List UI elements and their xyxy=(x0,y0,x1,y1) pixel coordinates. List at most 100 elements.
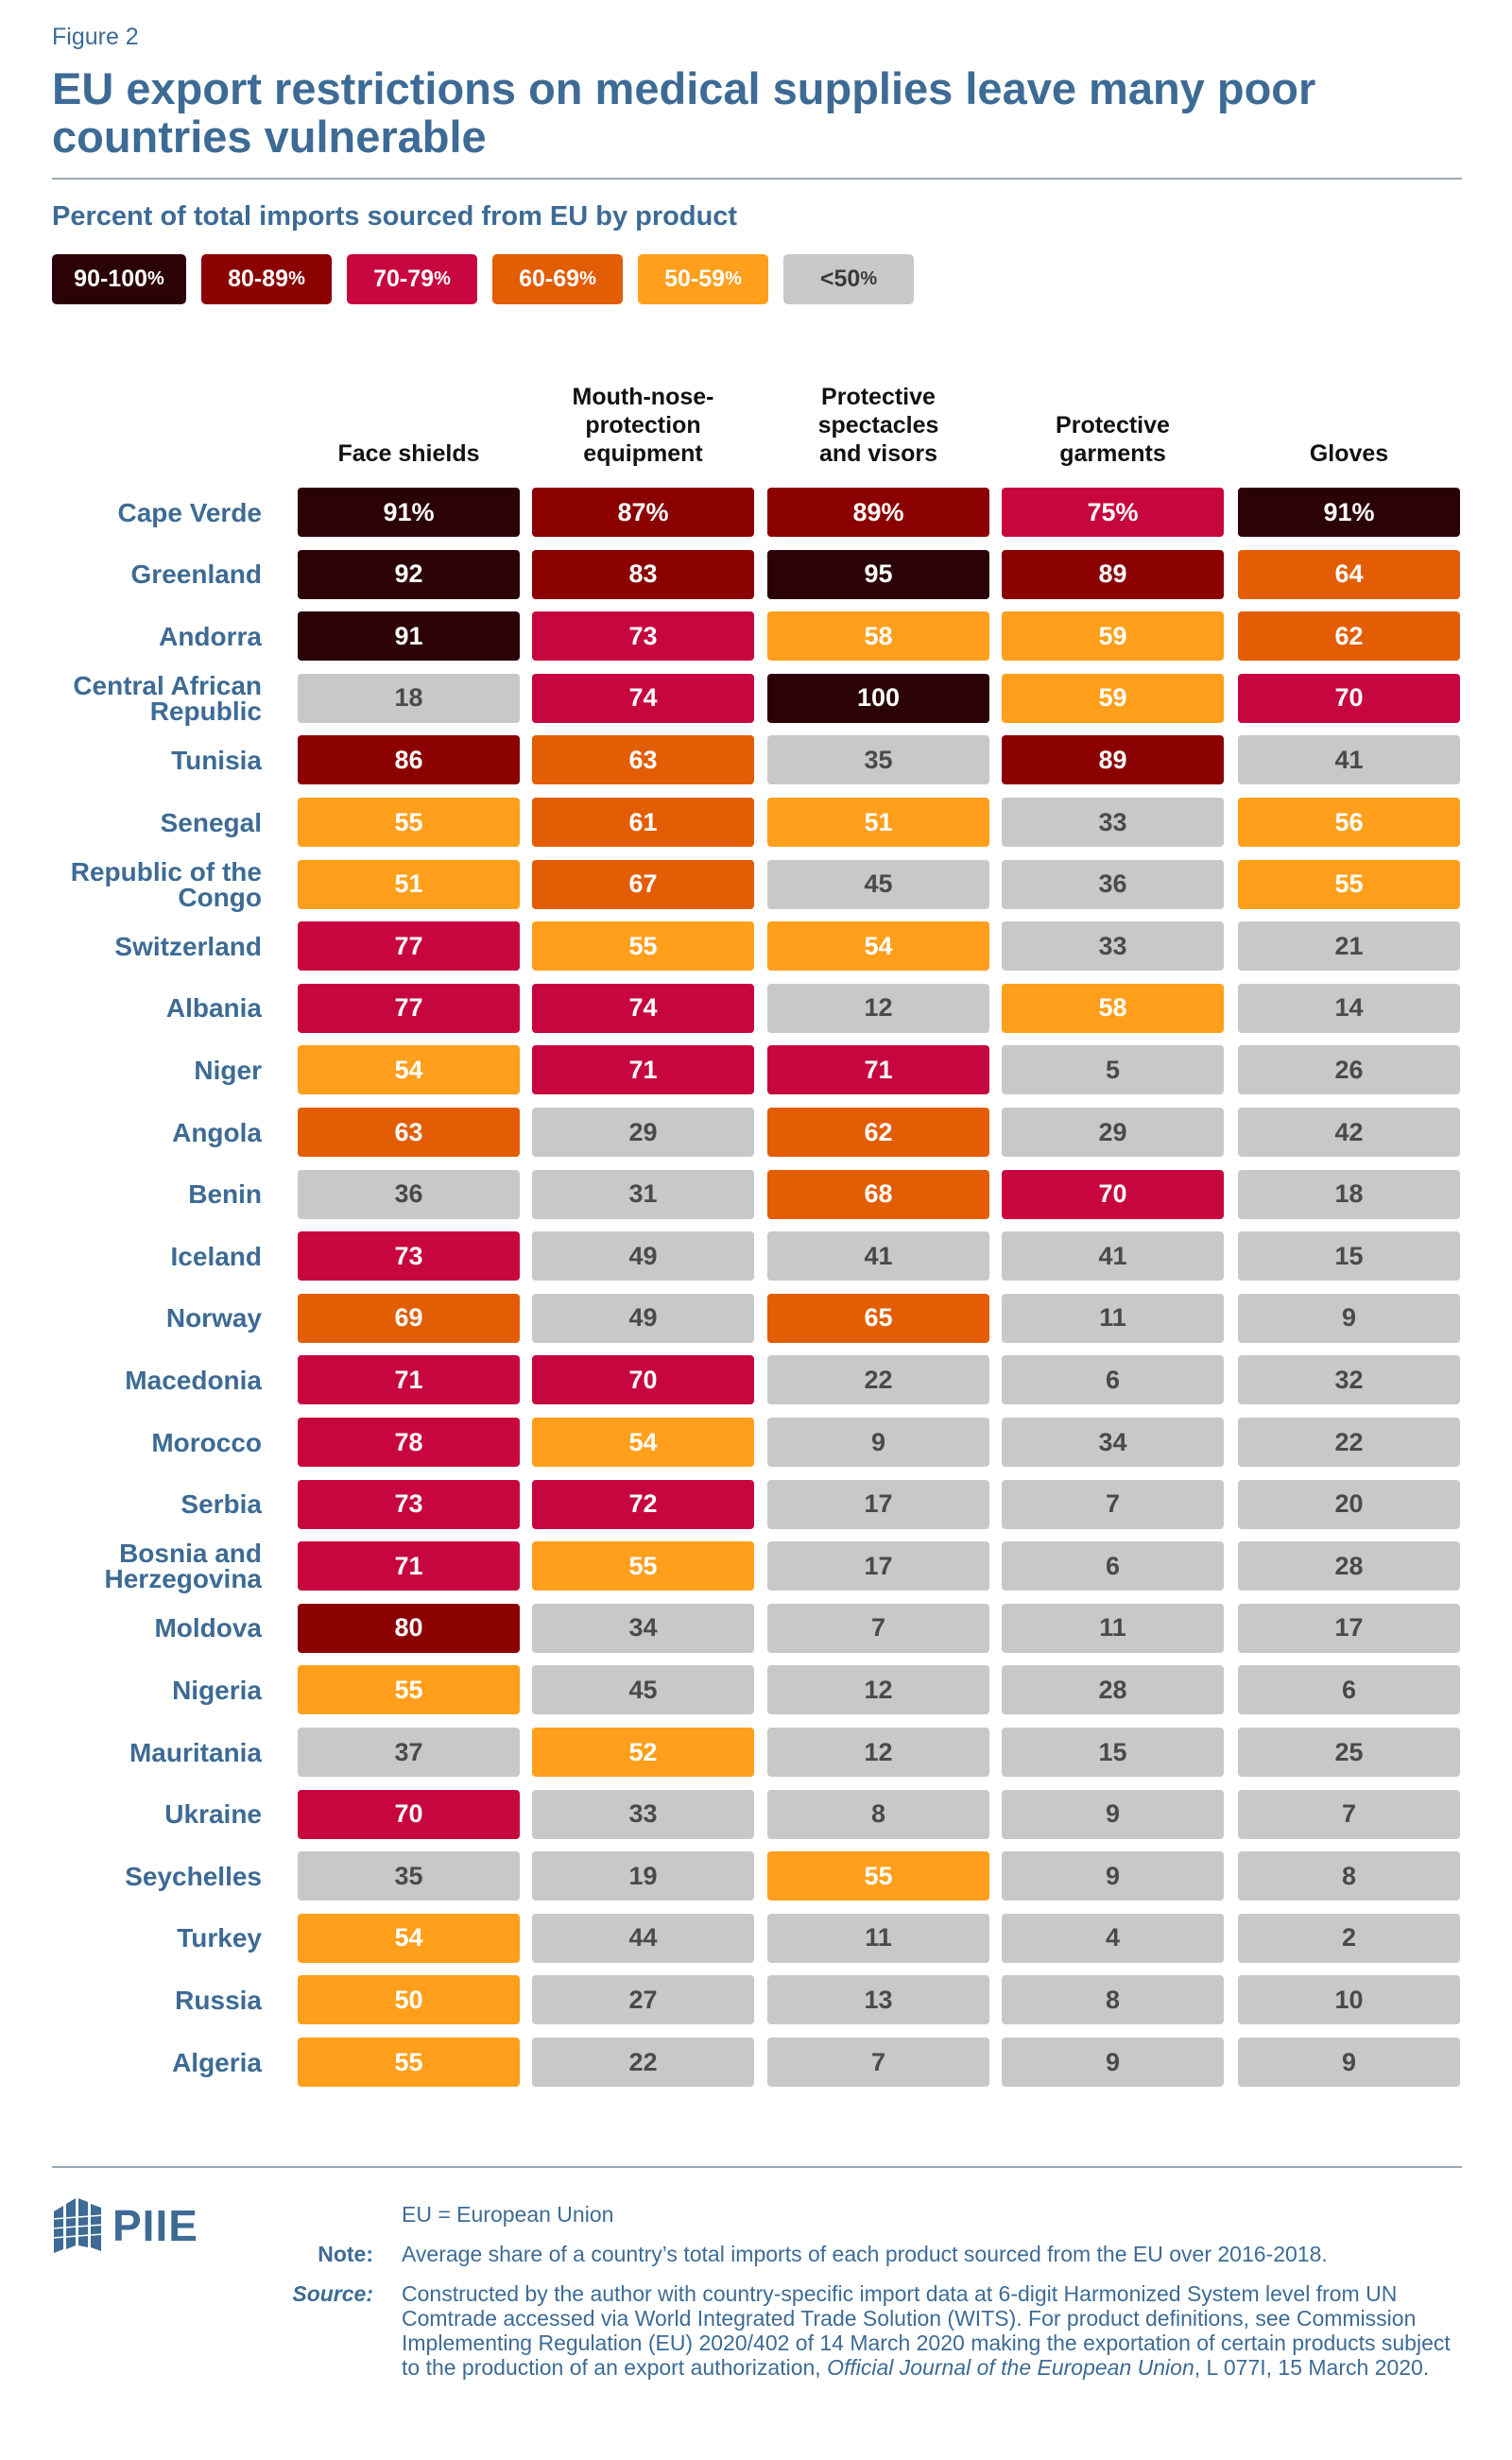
row-label: Norway xyxy=(165,1303,262,1333)
heatmap-cell: 35 xyxy=(767,735,989,785)
heatmap-cell: 73 xyxy=(532,611,754,662)
heatmap-cell: 49 xyxy=(532,1293,754,1343)
heatmap-cell: 15 xyxy=(1238,1231,1460,1282)
heatmap-cell: 7 xyxy=(1238,1789,1460,1839)
row-label: Algeria xyxy=(172,2047,262,2077)
heatmap-cell: 58 xyxy=(767,611,989,662)
legend-item: 60-69% xyxy=(492,254,623,304)
row-label: Tunisia xyxy=(171,745,262,775)
heatmap-cell: 77 xyxy=(298,921,520,972)
row-label: Niger xyxy=(194,1055,262,1085)
column-header-label: Mouth-nose-protection equipment xyxy=(572,384,714,467)
heatmap-cell: 58 xyxy=(1002,983,1224,1033)
row-label: Senegal xyxy=(160,807,262,837)
heatmap-cell: 52 xyxy=(532,1728,754,1777)
chart-title: EU export restrictions on medical suppli… xyxy=(52,63,1316,162)
footnotes: EU = European Union Note: Average share … xyxy=(227,2202,1465,2395)
row-label: Iceland xyxy=(170,1241,262,1271)
row-label: Andorra xyxy=(159,621,262,651)
heatmap-cell: 45 xyxy=(532,1665,754,1715)
heatmap-cell: 55 xyxy=(532,1541,754,1591)
row-label: Serbia xyxy=(180,1489,262,1520)
heatmap-cell: 68 xyxy=(767,1169,989,1219)
source-row: Source: Constructed by the author with c… xyxy=(227,2281,1465,2380)
heatmap-cell: 95 xyxy=(767,549,989,599)
column-header: Mouth-nose-protection equipment xyxy=(523,373,764,468)
column-header: Face shields xyxy=(288,373,529,468)
column-header-label: Protective spectacles and visors xyxy=(817,384,939,467)
heatmap-cell: 17 xyxy=(1238,1603,1460,1653)
heatmap-cell: 55 xyxy=(1238,859,1460,909)
heatmap-cell: 41 xyxy=(1238,735,1460,785)
heatmap-cell: 80 xyxy=(298,1603,520,1653)
legend-percent-sign: % xyxy=(434,268,451,289)
heatmap-cell: 6 xyxy=(1238,1665,1460,1715)
heatmap-cell: 7 xyxy=(767,1603,989,1653)
heatmap-cell: 92 xyxy=(298,549,520,599)
logo-text: PIIE xyxy=(112,2201,198,2250)
row-label: Benin xyxy=(188,1179,262,1210)
heatmap-cell: 31 xyxy=(532,1169,754,1219)
heatmap-cell: 54 xyxy=(298,1045,520,1095)
source-label: Source: xyxy=(292,2281,373,2306)
heatmap-cell: 36 xyxy=(1002,859,1224,909)
heatmap-cell: 62 xyxy=(1238,611,1460,662)
heatmap-cell: 22 xyxy=(1238,1418,1460,1467)
heatmap-cell: 51 xyxy=(767,798,989,847)
heatmap-cell: 56 xyxy=(1238,798,1460,847)
chart-subtitle: Percent of total imports sourced from EU… xyxy=(52,201,738,232)
heatmap-cell: 28 xyxy=(1002,1665,1224,1715)
heatmap-cell: 34 xyxy=(532,1603,754,1653)
heatmap-cell: 28 xyxy=(1238,1541,1460,1591)
heatmap-cell: 71 xyxy=(767,1045,989,1095)
legend-item: <50% xyxy=(783,254,914,304)
note-label: Note: xyxy=(318,2242,373,2266)
heatmap-cell: 41 xyxy=(1002,1231,1224,1282)
heatmap-cell: 91% xyxy=(298,488,520,537)
heatmap-cell: 7 xyxy=(1002,1479,1224,1529)
heatmap-cell: 17 xyxy=(767,1479,989,1529)
column-header-label: Protective garments xyxy=(1056,412,1170,467)
heatmap-cell: 18 xyxy=(1238,1169,1460,1219)
heatmap-cell: 29 xyxy=(532,1108,754,1157)
heatmap-cell: 54 xyxy=(767,921,989,972)
row-label: Russia xyxy=(175,1985,262,2015)
heatmap-cell: 41 xyxy=(767,1231,989,1282)
heatmap-cell: 2 xyxy=(1238,1913,1460,1963)
row-label: Switzerland xyxy=(114,931,262,961)
heatmap-cell: 12 xyxy=(767,1728,989,1777)
heatmap-cell: 70 xyxy=(532,1355,754,1405)
heatmap-cell: 9 xyxy=(1238,2038,1460,2087)
heatmap-cell: 9 xyxy=(1002,1789,1224,1839)
heatmap-cell: 21 xyxy=(1238,921,1460,972)
source-tail: , L 077I, 15 March 2020. xyxy=(1194,2355,1430,2380)
heatmap-cell: 70 xyxy=(298,1789,520,1839)
heatmap-cell: 55 xyxy=(298,2038,520,2087)
legend-percent-sign: % xyxy=(860,268,878,289)
heatmap-cell: 71 xyxy=(298,1355,520,1405)
heatmap-cell: 78 xyxy=(298,1418,520,1467)
heatmap-cell: 89 xyxy=(1002,735,1224,785)
legend-item: 90-100% xyxy=(52,254,186,304)
row-label: Greenland xyxy=(130,559,262,590)
legend-percent-sign: % xyxy=(288,268,305,289)
legend-percent-sign: % xyxy=(725,268,742,289)
source-text: Constructed by the author with country-s… xyxy=(402,2281,1451,2380)
heatmap-cell: 86 xyxy=(298,735,520,785)
heatmap-cell: 34 xyxy=(1002,1418,1224,1467)
legend-item: 50-59% xyxy=(638,254,768,304)
heatmap-cell: 73 xyxy=(298,1231,520,1282)
heatmap-cell: 100 xyxy=(767,673,989,723)
row-label: Macedonia xyxy=(125,1365,262,1395)
row-label: Central African Republic xyxy=(73,670,262,726)
heatmap-cell: 91 xyxy=(298,611,520,662)
row-label: Turkey xyxy=(177,1923,262,1953)
heatmap-cell: 4 xyxy=(1002,1913,1224,1963)
heatmap-cell: 70 xyxy=(1002,1169,1224,1219)
column-header: Protective garments xyxy=(992,373,1233,468)
column-header-label: Face shields xyxy=(337,440,480,467)
heatmap-cell: 20 xyxy=(1238,1479,1460,1529)
heatmap-cell: 26 xyxy=(1238,1045,1460,1095)
legend-label: 70-79 xyxy=(373,266,435,292)
heatmap-cell: 75% xyxy=(1002,488,1224,537)
